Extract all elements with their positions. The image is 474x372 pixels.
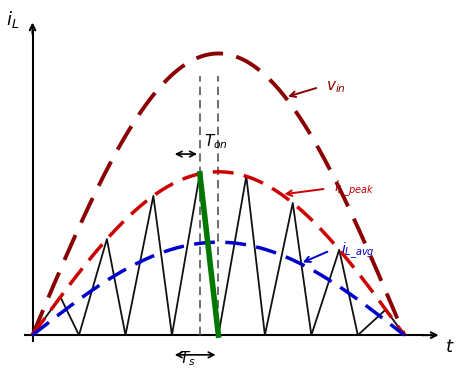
Text: $i_{L\_peak}$: $i_{L\_peak}$ — [334, 179, 374, 199]
Text: $t$: $t$ — [445, 338, 455, 356]
Text: $T_s$: $T_s$ — [180, 349, 196, 368]
Text: $i_{L\_avg}$: $i_{L\_avg}$ — [341, 240, 375, 261]
Text: $i_L$: $i_L$ — [7, 9, 20, 30]
Text: $v_{in}$: $v_{in}$ — [326, 80, 346, 95]
Text: $T_{on}$: $T_{on}$ — [203, 132, 228, 151]
